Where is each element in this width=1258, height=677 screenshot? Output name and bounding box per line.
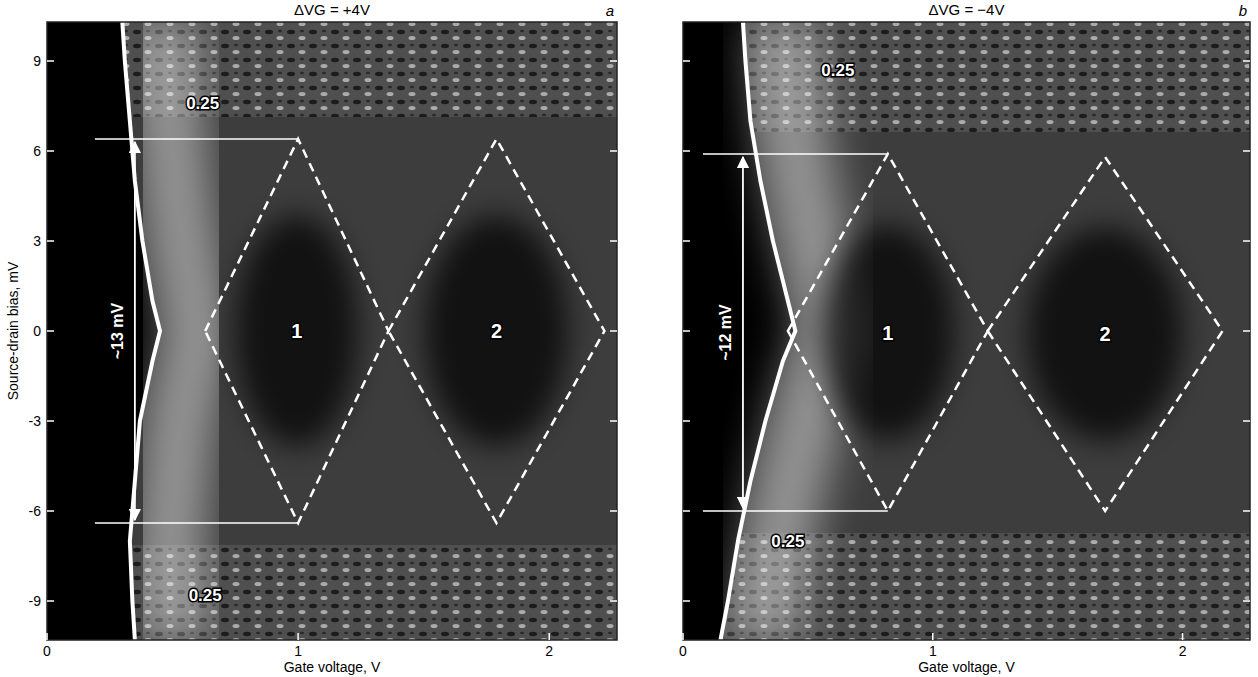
- tick: [1243, 600, 1250, 602]
- x-axis-title: Gate voltage, V: [284, 659, 381, 675]
- tick: [1243, 420, 1250, 422]
- frame: [683, 22, 1250, 640]
- diamond: [988, 157, 1223, 511]
- bias-arrow: [134, 142, 136, 520]
- tick: [683, 240, 690, 242]
- tick: [683, 510, 690, 512]
- glow: [162, 22, 200, 640]
- tick-label: 2: [545, 643, 553, 659]
- tick-label: 6: [33, 143, 41, 159]
- diamond-label: 2: [491, 320, 502, 342]
- diamond-core: [425, 216, 568, 446]
- plot-area: [683, 22, 1250, 640]
- tick-label: 3: [33, 233, 41, 249]
- panel: 0 1 2 Gate voltage, V ΔVG = −4V b ~12 mV 1 2 0.25…: [679, 1, 1250, 675]
- diamond: [388, 139, 604, 523]
- tick: [683, 420, 690, 422]
- tick: [297, 633, 299, 640]
- tick-label: 0: [679, 643, 687, 659]
- bright-line: [122, 22, 160, 640]
- bias-level: [95, 138, 298, 140]
- annotation: 0.25: [189, 586, 222, 605]
- tick: [47, 510, 54, 512]
- tick: [548, 633, 550, 640]
- tick: [47, 240, 54, 242]
- tick: [1243, 150, 1250, 152]
- diamond-core: [1028, 228, 1183, 440]
- bias-level: [95, 522, 298, 524]
- diamond-core: [236, 216, 357, 446]
- tick: [683, 600, 690, 602]
- annotation: 0.25: [821, 61, 854, 80]
- tick: [610, 330, 617, 332]
- tick: [47, 150, 54, 152]
- tick: [610, 510, 617, 512]
- bias-level: [703, 153, 888, 155]
- diamond-label: 1: [882, 322, 893, 344]
- bias-label: ~13 mV: [109, 302, 126, 359]
- panel: -9 -6 -3 0 3 6 9 0 1 2 Gate voltage, V Source-drain…: [5, 1, 617, 675]
- diamond: [205, 139, 388, 523]
- tick: [47, 60, 54, 62]
- tick: [610, 240, 617, 242]
- frame: [47, 22, 617, 640]
- tick: [683, 330, 690, 332]
- diamond: [788, 154, 988, 511]
- tick: [683, 150, 690, 152]
- bias-arrow: [742, 157, 744, 508]
- bias-level: [703, 510, 888, 512]
- tick: [610, 600, 617, 602]
- panel-title: ΔVG = +4V: [294, 1, 370, 18]
- tick-label: 2: [1179, 643, 1187, 659]
- tick: [1243, 240, 1250, 242]
- diamond-label: 2: [1100, 323, 1111, 345]
- panel-title: ΔVG = −4V: [929, 1, 1005, 18]
- annotation: 0.25: [771, 532, 804, 551]
- annotation: 0.25: [186, 94, 219, 113]
- tick-label: 9: [33, 53, 41, 69]
- tick: [932, 633, 934, 640]
- tick: [47, 330, 54, 332]
- panel-letter: a: [606, 2, 614, 19]
- tick: [1243, 60, 1250, 62]
- tick-label: -6: [29, 503, 42, 519]
- tick: [1243, 330, 1250, 332]
- tick: [683, 60, 690, 62]
- diamond-label: 1: [291, 320, 302, 342]
- tick-label: 1: [294, 643, 302, 659]
- y-axis-title: Source-drain bias, mV: [5, 261, 21, 400]
- tick-label: -9: [29, 593, 42, 609]
- tick-label: 0: [33, 323, 41, 339]
- x-axis-title: Gate voltage, V: [918, 659, 1015, 675]
- tick: [1243, 510, 1250, 512]
- tick: [682, 633, 684, 640]
- tick-label: -3: [29, 413, 42, 429]
- plot-area: [47, 22, 617, 640]
- tick: [46, 633, 48, 640]
- figure: -9 -6 -3 0 3 6 9 0 1 2 Gate voltage, V Source-drain…: [0, 0, 1258, 677]
- tick: [610, 150, 617, 152]
- tick-label: 0: [43, 643, 51, 659]
- diamond-core: [822, 225, 954, 439]
- tick: [47, 600, 54, 602]
- tick: [610, 60, 617, 62]
- bias-label: ~12 mV: [717, 304, 734, 361]
- tick: [47, 420, 54, 422]
- tick-label: 1: [929, 643, 937, 659]
- panel-letter: b: [1239, 2, 1247, 19]
- tick: [1182, 633, 1184, 640]
- tick: [610, 420, 617, 422]
